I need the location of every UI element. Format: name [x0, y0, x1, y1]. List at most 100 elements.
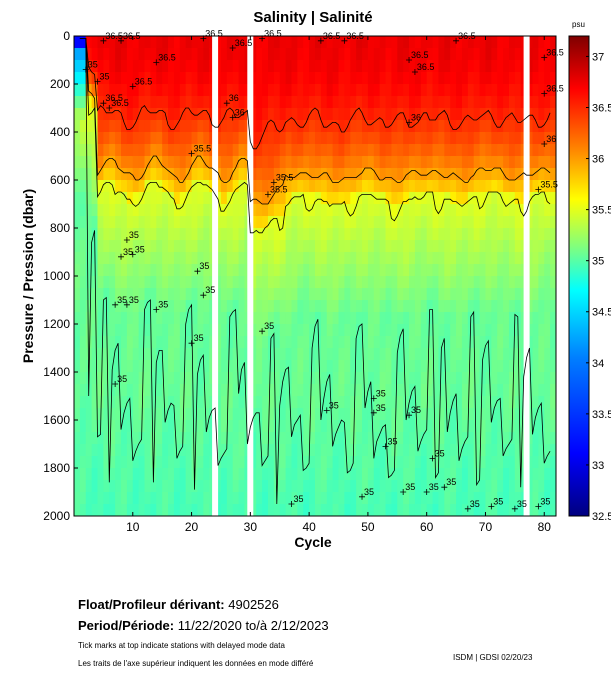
heatmap-cell	[79, 408, 87, 421]
heatmap-cell	[508, 480, 516, 493]
heatmap-cell	[414, 348, 422, 361]
heatmap-cell	[215, 240, 222, 253]
heatmap-cell	[491, 276, 498, 289]
heatmap-cell	[215, 132, 222, 145]
heatmap-cell	[185, 72, 193, 85]
heatmap-cell	[332, 60, 340, 73]
heatmap-cell	[397, 468, 404, 481]
heatmap-cell	[138, 300, 146, 313]
heatmap-cell	[197, 144, 204, 157]
heatmap-cell	[267, 348, 275, 361]
period-start: 11/22/2020	[177, 618, 242, 633]
heatmap-cell	[497, 48, 504, 61]
heatmap-cell	[344, 300, 351, 313]
contour-label-marker	[112, 381, 119, 387]
heatmap-cell	[473, 408, 481, 421]
heatmap-cell	[291, 228, 298, 241]
heatmap-cell	[403, 480, 410, 493]
heatmap-cell	[109, 252, 116, 265]
heatmap-cell	[350, 300, 357, 313]
heatmap-cell	[138, 120, 146, 133]
heatmap-cell	[256, 420, 263, 433]
heatmap-cell	[385, 372, 393, 385]
heatmap-cell	[544, 420, 551, 433]
heatmap-cell	[461, 156, 469, 169]
heatmap-cell	[467, 36, 475, 49]
heatmap-cell	[391, 252, 398, 265]
heatmap-cell	[91, 204, 99, 217]
heatmap-cell	[291, 276, 298, 289]
heatmap-cell	[514, 72, 522, 85]
heatmap-cell	[538, 468, 545, 481]
heatmap-cell	[220, 36, 228, 49]
heatmap-cell	[97, 168, 104, 181]
heatmap-cell	[491, 492, 498, 505]
heatmap-cell	[173, 156, 181, 169]
heatmap-cell	[461, 84, 469, 97]
heatmap-cell	[185, 276, 193, 289]
heatmap-cell	[379, 36, 387, 49]
heatmap-cell	[403, 168, 410, 181]
heatmap-cell	[344, 276, 351, 289]
heatmap-cell	[226, 132, 234, 145]
heatmap-cell	[91, 480, 99, 493]
heatmap-cell	[285, 48, 293, 61]
heatmap-cell	[262, 72, 269, 85]
heatmap-cell	[97, 336, 104, 349]
heatmap-cell	[397, 312, 404, 325]
heatmap-cell	[203, 204, 210, 217]
heatmap-cell	[168, 168, 175, 181]
heatmap-cell	[350, 84, 357, 97]
heatmap-cell	[250, 108, 257, 121]
heatmap-cell	[473, 468, 481, 481]
heatmap-cell	[115, 444, 122, 457]
heatmap-cell	[526, 504, 534, 516]
heatmap-cell	[385, 48, 393, 61]
heatmap-cell	[403, 48, 410, 61]
heatmap-cell	[191, 432, 199, 445]
heatmap-cell	[397, 132, 404, 145]
heatmap-cell	[220, 180, 228, 193]
heatmap-cell	[132, 192, 140, 205]
heatmap-cell	[344, 480, 351, 493]
heatmap-cell	[215, 324, 222, 337]
heatmap-cell	[350, 288, 357, 301]
heatmap-cell	[432, 252, 440, 265]
heatmap-cell	[373, 300, 381, 313]
heatmap-cell	[203, 180, 210, 193]
heatmap-cell	[150, 336, 157, 349]
heatmap-cell	[362, 264, 369, 277]
heatmap-cell	[256, 300, 263, 313]
heatmap-cell	[538, 456, 545, 469]
contour-line-36	[79, 38, 551, 205]
heatmap-cell	[173, 396, 181, 409]
heatmap-cell	[168, 492, 175, 505]
heatmap-cell	[532, 228, 539, 241]
heatmap-cell	[338, 324, 345, 337]
heatmap-cell	[220, 96, 228, 109]
heatmap-cell	[220, 372, 228, 385]
heatmap-cell	[491, 480, 498, 493]
heatmap-cell	[273, 96, 281, 109]
heatmap-cell	[91, 492, 99, 505]
heatmap-cell	[350, 396, 357, 409]
heatmap-cell	[550, 216, 556, 229]
heatmap-cell	[444, 396, 451, 409]
heatmap-cell	[497, 276, 504, 289]
heatmap-cell	[356, 360, 363, 373]
heatmap-cell	[303, 288, 310, 301]
heatmap-cell	[285, 84, 293, 97]
contour-label-marker	[229, 114, 236, 121]
heatmap-cell	[532, 432, 539, 445]
heatmap-cell	[456, 396, 463, 409]
heatmap-cell	[526, 204, 534, 217]
heatmap-cell	[203, 240, 210, 253]
heatmap-cell	[291, 180, 298, 193]
heatmap-cell	[391, 372, 398, 385]
heatmap-cell	[479, 456, 487, 469]
heatmap-cell	[150, 132, 157, 145]
heatmap-cell	[491, 384, 498, 397]
heatmap-cell	[538, 288, 545, 301]
heatmap-cell	[544, 468, 551, 481]
heatmap-cell	[356, 372, 363, 385]
